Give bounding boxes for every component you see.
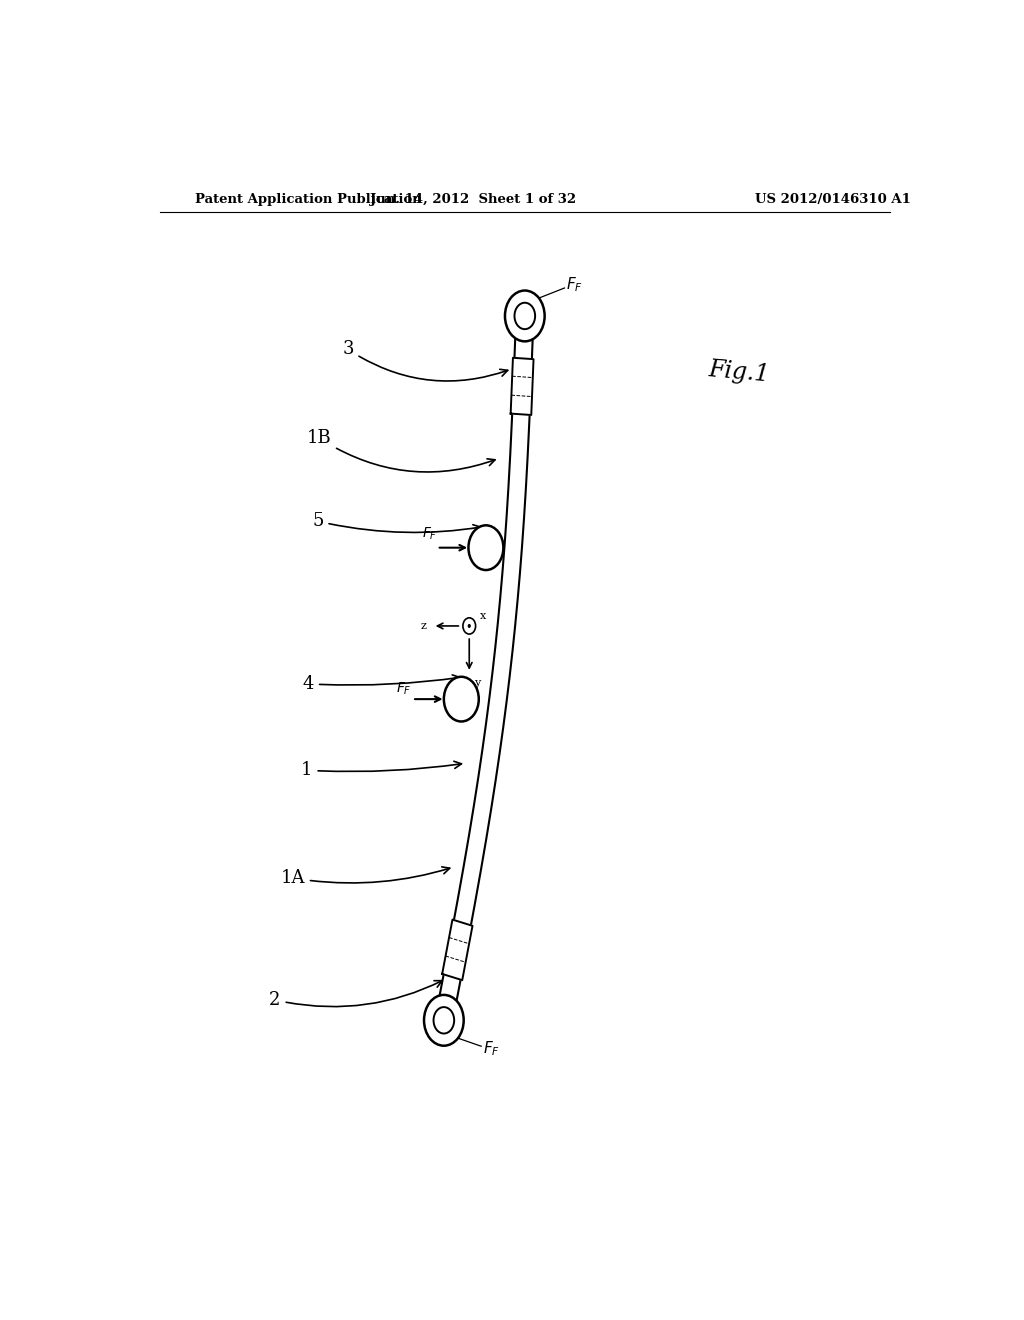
Text: Fig.1: Fig.1 [708,358,771,385]
Circle shape [424,995,464,1045]
Circle shape [463,618,475,634]
Text: Jun. 14, 2012  Sheet 1 of 32: Jun. 14, 2012 Sheet 1 of 32 [370,193,577,206]
Text: $F_F$: $F_F$ [566,276,583,294]
Text: $F_F$: $F_F$ [423,525,438,541]
Circle shape [514,302,536,329]
Text: 4: 4 [303,675,460,693]
Text: 3: 3 [342,341,508,381]
Text: $F_F$: $F_F$ [396,681,412,697]
Circle shape [443,677,479,722]
Text: $F_F$: $F_F$ [482,1039,500,1057]
Text: Patent Application Publication: Patent Application Publication [196,193,422,206]
Text: z: z [421,620,426,631]
Text: x: x [479,611,485,620]
Circle shape [433,1007,455,1034]
Text: 1: 1 [301,762,462,779]
Text: US 2012/0146310 A1: US 2012/0146310 A1 [755,193,910,206]
Text: y: y [474,677,480,688]
Text: 2: 2 [269,981,442,1008]
Polygon shape [511,358,534,414]
Circle shape [505,290,545,342]
Polygon shape [442,920,472,981]
Text: 1B: 1B [306,429,495,473]
Text: 1A: 1A [281,867,450,887]
Circle shape [468,624,471,628]
Circle shape [468,525,504,570]
Text: 5: 5 [312,512,480,532]
